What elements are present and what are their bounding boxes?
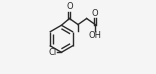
Text: O: O (92, 9, 99, 18)
Text: Cl: Cl (48, 48, 56, 57)
Text: O: O (66, 2, 73, 11)
Text: OH: OH (89, 31, 102, 40)
